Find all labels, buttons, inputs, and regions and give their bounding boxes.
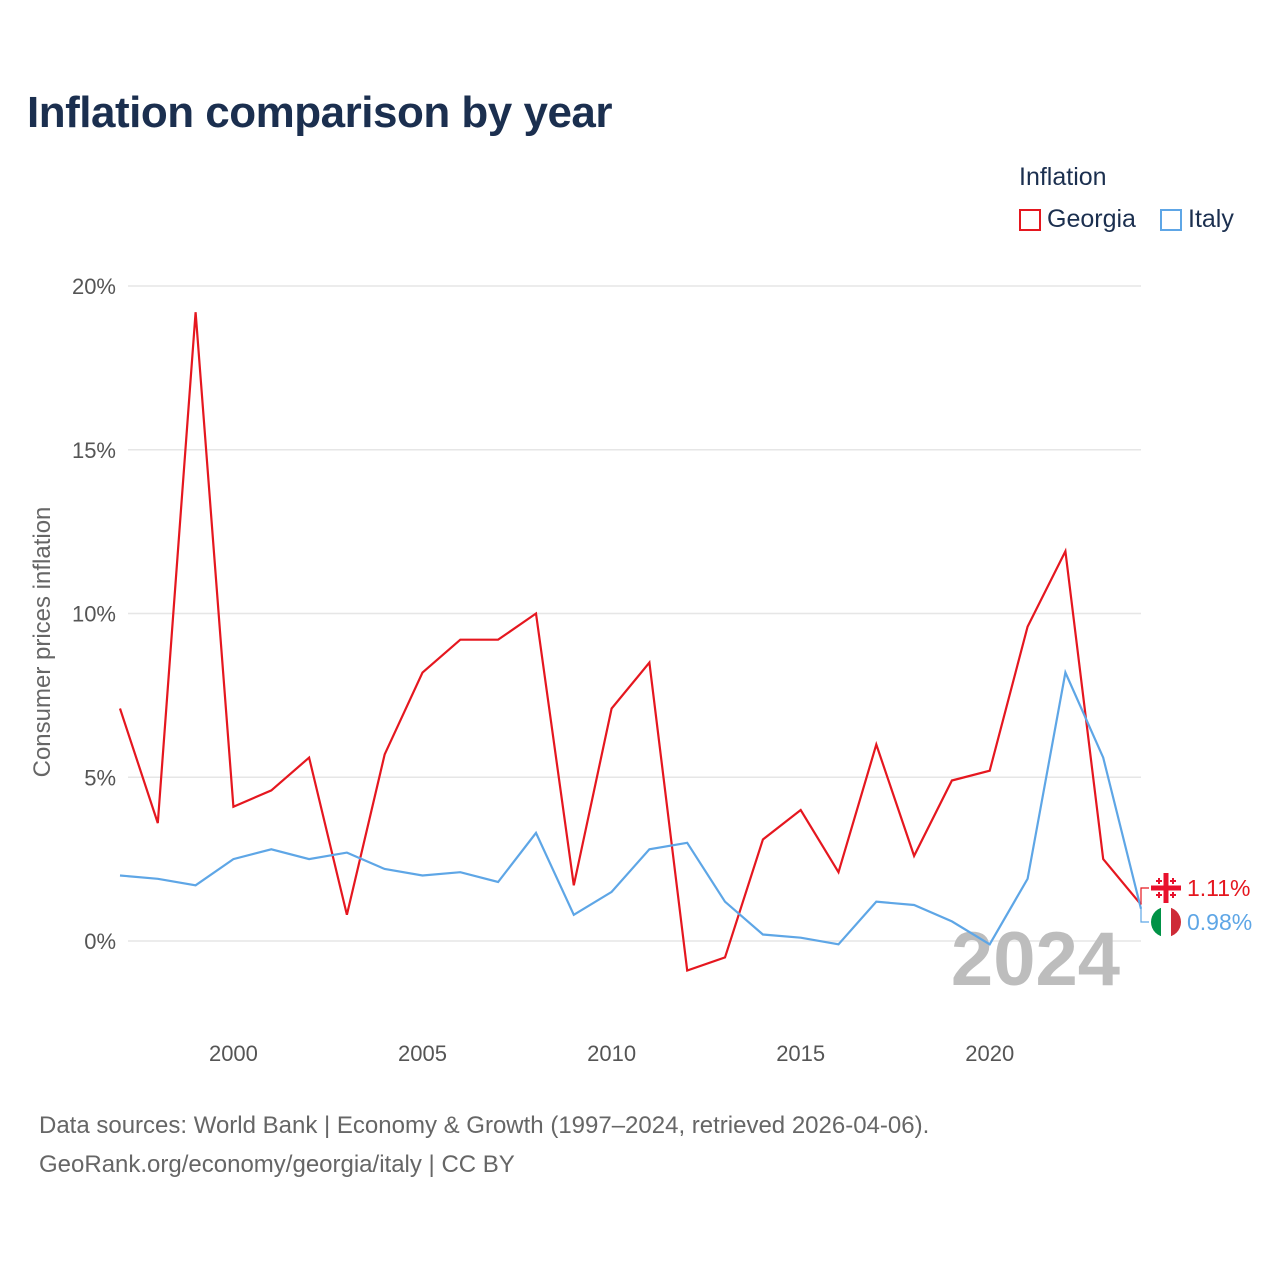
y-tick-label: 20%: [72, 274, 116, 299]
current-year-watermark: 2024: [951, 917, 1120, 1002]
end-label-italy: 0.98%: [1187, 909, 1252, 935]
end-labels: 1.11% 0.98%: [1140, 873, 1252, 937]
legend-label-italy: Italy: [1188, 205, 1234, 233]
x-tick-label: 2010: [587, 1041, 636, 1066]
legend-swatch-italy: [1160, 208, 1182, 231]
x-tick-label: 2005: [398, 1041, 447, 1066]
y-tick-label: 0%: [84, 929, 116, 954]
legend-title: Inflation: [1019, 163, 1107, 191]
end-label-georgia: 1.11%: [1187, 875, 1251, 901]
legend-label-georgia: Georgia: [1047, 205, 1136, 233]
y-tick-label: 5%: [84, 765, 116, 790]
line-chart: 0% 5% 10% 15% 20% 2000 2005 2010 2015 2020 Consu…: [29, 274, 1252, 1066]
source-line-1: Data sources: World Bank | Economy & Gro…: [39, 1112, 930, 1139]
y-axis-label: Consumer prices inflation: [29, 507, 56, 778]
end-label-connector: [1140, 887, 1149, 905]
italy-flag-icon: [1151, 907, 1181, 937]
georgia-flag-icon: [1151, 873, 1181, 903]
legend-swatch-georgia: [1019, 208, 1041, 231]
source-note: Data sources: World Bank | Economy & Gro…: [39, 1106, 929, 1184]
source-line-2[interactable]: GeoRank.org/economy/georgia/italy | CC B…: [39, 1151, 515, 1178]
x-axis-ticks: 2000 2005 2010 2015 2020: [209, 1041, 1014, 1066]
x-tick-label: 2020: [965, 1041, 1014, 1066]
grid: [128, 285, 1141, 942]
y-tick-label: 10%: [72, 602, 116, 627]
series-line-italy[interactable]: [119, 668, 1143, 946]
chart-title: Inflation comparison by year: [27, 88, 613, 137]
series-lines: [118, 312, 1143, 972]
x-tick-label: 2015: [776, 1041, 825, 1066]
y-axis-ticks: 0% 5% 10% 15% 20%: [72, 274, 116, 954]
end-label-connector: [1140, 908, 1149, 923]
series-line-georgia[interactable]: [118, 312, 1142, 972]
y-tick-label: 15%: [72, 438, 116, 463]
legend-item-georgia[interactable]: Georgia: [1019, 205, 1136, 234]
legend-item-italy[interactable]: Italy: [1160, 205, 1234, 234]
x-tick-label: 2000: [209, 1041, 258, 1066]
